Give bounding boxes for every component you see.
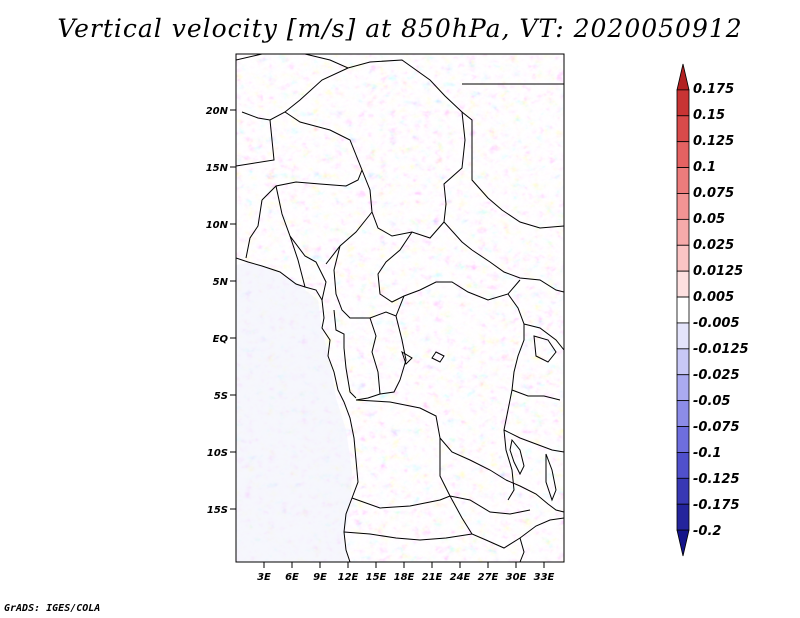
colorbar-segment <box>676 141 690 168</box>
lat-tick-label: 10S <box>207 448 228 459</box>
colorbar-label: -0.005 <box>693 316 740 331</box>
colorbar-segment <box>676 374 690 402</box>
lon-tick-label: 33E <box>534 572 555 583</box>
colorbar-bottom-arrow <box>676 529 690 557</box>
colorbar-label: -0.175 <box>693 498 740 513</box>
lat-tick-label: 20N <box>206 106 229 117</box>
chart-title: Vertical velocity [m/s] at 850hPa, VT: 2… <box>57 14 743 43</box>
grads-credit: GrADS: IGES/COLA <box>4 603 101 614</box>
colorbar-segment <box>676 348 690 376</box>
lat-tick-label: 5N <box>213 277 229 288</box>
lat-tick-label: 15S <box>207 505 228 516</box>
lon-tick-label: 12E <box>338 572 359 583</box>
colorbar-segment <box>676 167 690 194</box>
colorbar-label: -0.125 <box>693 472 740 487</box>
colorbar-label: 0.05 <box>693 212 725 227</box>
lon-tick-label: 21E <box>422 572 443 583</box>
colorbar-segment <box>676 426 690 453</box>
colorbar-label: 0.0125 <box>693 264 743 279</box>
lat-tick-label: EQ <box>213 334 229 345</box>
colorbar-segment <box>676 296 690 324</box>
colorbar-label: -0.075 <box>693 420 740 435</box>
colorbar-segment <box>676 115 690 143</box>
colorbar-label: 0.025 <box>693 238 734 253</box>
colorbar-label: -0.2 <box>693 524 721 539</box>
colorbar-label: 0.125 <box>693 134 734 149</box>
lat-tick-label: 15N <box>206 163 229 174</box>
colorbar-segment <box>676 89 690 117</box>
colorbar-label: 0.075 <box>693 186 734 201</box>
colorbar-segment <box>676 244 690 272</box>
vertical-velocity-field <box>236 54 564 562</box>
colorbar-label: -0.1 <box>693 446 721 461</box>
longitude-axis: 3E 6E 9E 12E 15E 18E 21E 24E 27E 30E 33E <box>257 562 555 583</box>
lon-tick-label: 3E <box>257 572 271 583</box>
colorbar-label: 0.1 <box>693 160 716 175</box>
lon-tick-label: 30E <box>506 572 527 583</box>
colorbar-segment <box>676 193 690 220</box>
colorbar-label: 0.15 <box>693 108 725 123</box>
lon-tick-label: 18E <box>394 572 415 583</box>
colorbar-segment <box>676 503 690 531</box>
colorbar-segment <box>676 477 690 505</box>
lon-tick-label: 27E <box>478 572 499 583</box>
colorbar-label: 0.005 <box>693 290 734 305</box>
colorbar-top-arrow <box>676 63 690 91</box>
colorbar-segment <box>676 452 690 479</box>
colorbar-segment <box>676 400 690 427</box>
colorbar: 0.175 0.15 0.125 0.1 0.075 0.05 0.025 0.… <box>676 63 749 557</box>
lat-tick-label: 10N <box>206 220 229 231</box>
colorbar-segment <box>676 218 690 246</box>
colorbar-segment <box>676 322 690 350</box>
colorbar-label: -0.05 <box>693 394 730 409</box>
lon-tick-label: 9E <box>313 572 327 583</box>
country-borders <box>236 54 564 562</box>
colorbar-label: -0.025 <box>693 368 740 383</box>
colorbar-label: 0.175 <box>693 82 734 97</box>
lat-tick-label: 5S <box>214 391 228 402</box>
colorbar-segment <box>676 270 690 298</box>
lon-tick-label: 6E <box>285 572 299 583</box>
lon-tick-label: 15E <box>366 572 387 583</box>
latitude-axis: 20N 15N 10N 5N EQ 5S 10S 15S <box>206 106 236 516</box>
lon-tick-label: 24E <box>450 572 471 583</box>
map-frame <box>235 53 565 563</box>
colorbar-label: -0.0125 <box>693 342 749 357</box>
